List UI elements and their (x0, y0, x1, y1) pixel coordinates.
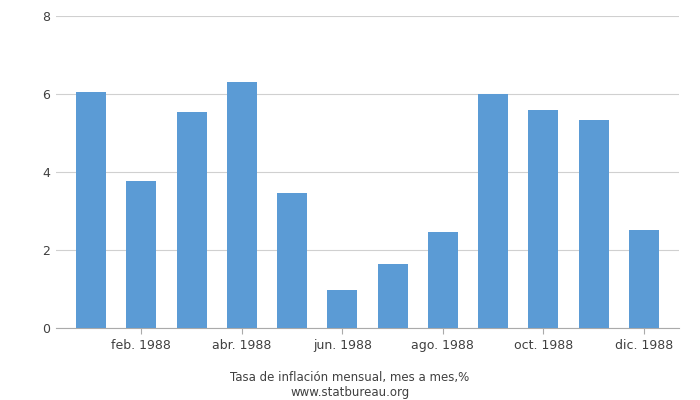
Bar (277, 193, 307, 328)
Bar (629, 230, 659, 328)
Bar (126, 180, 157, 328)
Bar (227, 82, 257, 328)
Bar (377, 264, 407, 328)
Bar (528, 110, 559, 328)
Bar (76, 92, 106, 328)
Bar (578, 120, 609, 328)
Text: Tasa de inflación mensual, mes a mes,%: Tasa de inflación mensual, mes a mes,% (230, 372, 470, 384)
Bar (176, 112, 206, 328)
Text: www.statbureau.org: www.statbureau.org (290, 386, 410, 399)
Bar (478, 94, 508, 328)
Bar (428, 232, 458, 328)
Bar (328, 290, 358, 328)
